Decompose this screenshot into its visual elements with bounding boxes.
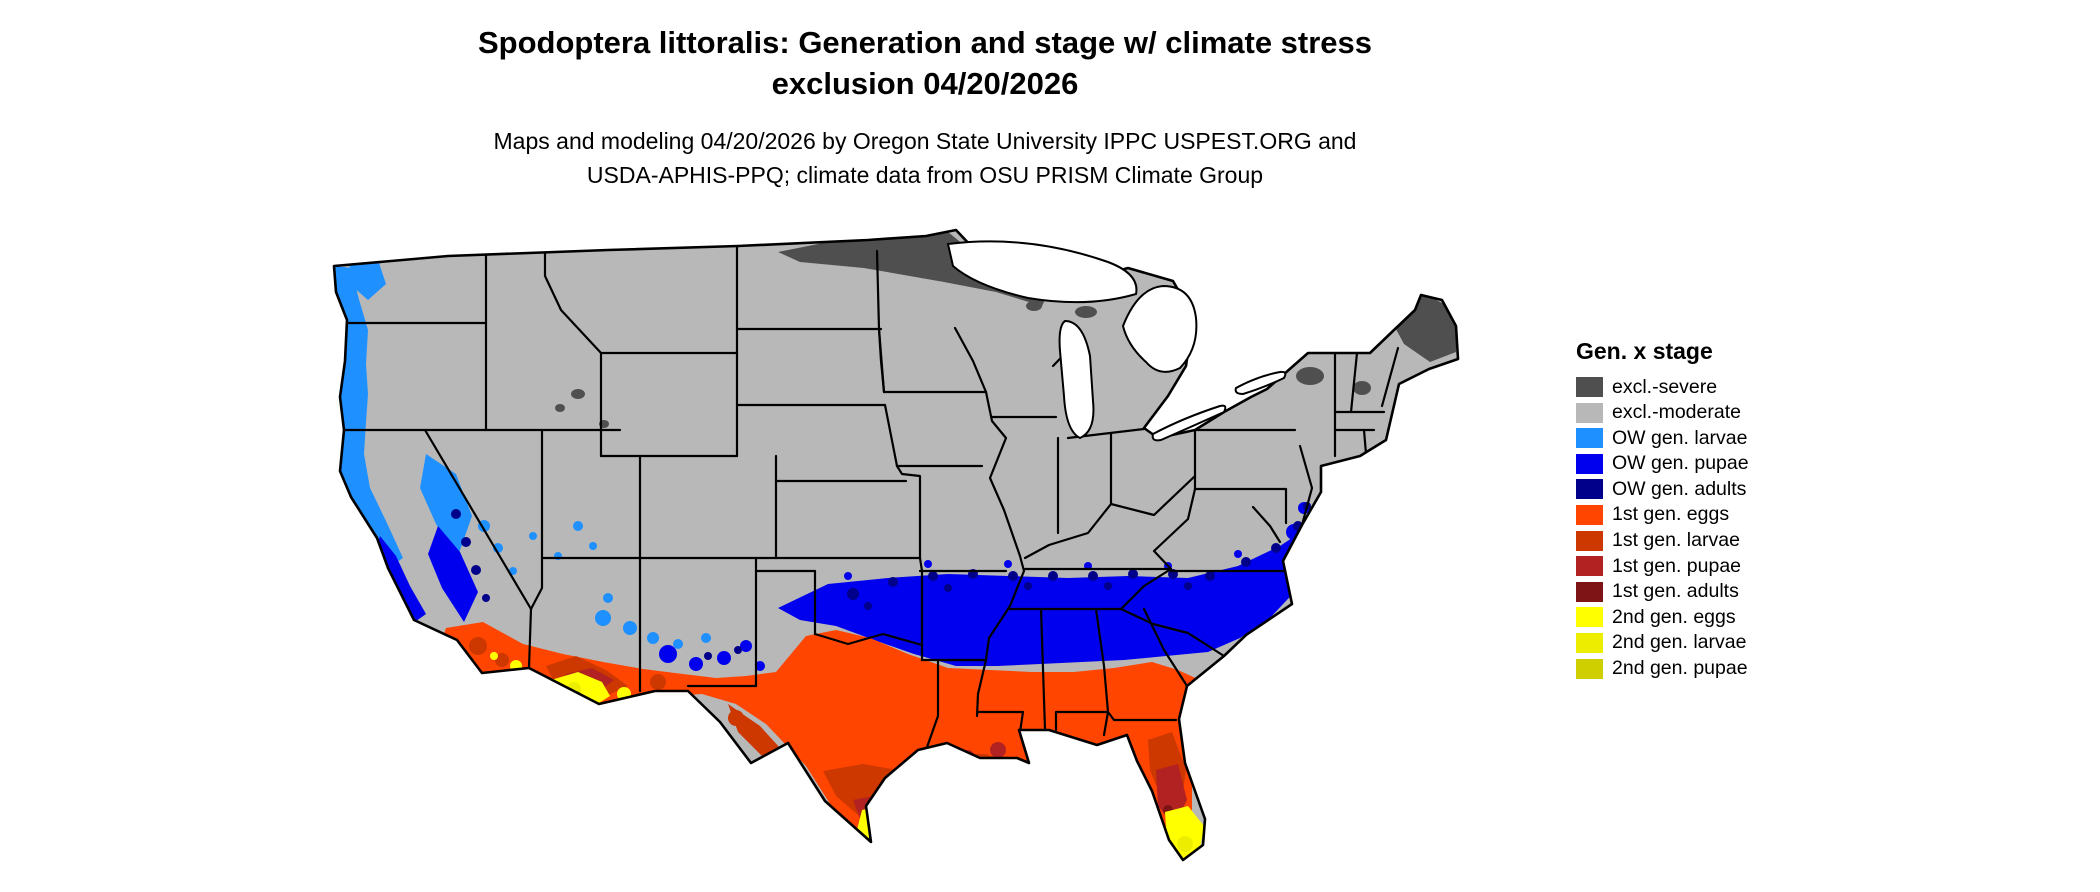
legend-item: excl.-severe: [1576, 375, 1749, 398]
legend-label: OW gen. larvae: [1612, 426, 1748, 449]
legend: Gen. x stage excl.-severe excl.-moderate…: [1576, 338, 1749, 684]
legend-item: 2nd gen. eggs: [1576, 605, 1749, 628]
state-borders: [342, 244, 1400, 752]
lake-huron: [1121, 284, 1198, 373]
legend-item: excl.-moderate: [1576, 401, 1749, 424]
legend-item: 1st gen. eggs: [1576, 503, 1749, 526]
legend-label: 2nd gen. eggs: [1612, 605, 1736, 628]
page-subtitle: Maps and modeling 04/20/2026 by Oregon S…: [494, 124, 1357, 192]
legend-swatch-2nd-pupae: [1576, 658, 1603, 679]
legend-swatch-1st-larvae: [1576, 530, 1603, 551]
us-map: [332, 228, 1460, 862]
legend-item: 1st gen. larvae: [1576, 529, 1749, 552]
legend-swatch-1st-eggs: [1576, 504, 1603, 525]
legend-item: 1st gen. adults: [1576, 580, 1749, 603]
legend-swatch-excl-severe: [1576, 377, 1603, 397]
legend-item: 2nd gen. pupae: [1576, 657, 1749, 680]
legend-swatch-2nd-larvae: [1576, 632, 1603, 653]
region-ow-gen-larvae: [334, 254, 711, 649]
legend-item: OW gen. adults: [1576, 477, 1749, 500]
legend-label: 1st gen. adults: [1612, 580, 1739, 603]
legend-label: OW gen. adults: [1612, 477, 1747, 500]
legend-swatch-excl-moderate: [1576, 402, 1603, 423]
page-title: Spodoptera littoralis: Generation and st…: [478, 22, 1372, 104]
legend-label: excl.-severe: [1612, 375, 1718, 398]
legend-label: 1st gen. pupae: [1612, 554, 1742, 577]
region-ow-gen-adults: [451, 502, 1311, 660]
page-subtitle-line1: Maps and modeling 04/20/2026 by Oregon S…: [493, 128, 1357, 154]
legend-swatch-ow-pupae: [1576, 453, 1603, 474]
page-title-line2: exclusion 04/20/2026: [771, 66, 1079, 101]
legend-swatch-ow-adults: [1576, 479, 1603, 500]
legend-item: OW gen. pupae: [1576, 452, 1749, 475]
legend-label: OW gen. pupae: [1612, 452, 1749, 475]
legend-swatch-2nd-eggs: [1576, 607, 1603, 628]
legend-label: 2nd gen. larvae: [1612, 631, 1747, 654]
legend-swatch-ow-larvae: [1576, 428, 1603, 449]
legend-label: excl.-moderate: [1612, 401, 1741, 424]
legend-swatch-1st-pupae: [1576, 556, 1603, 577]
lake-michigan: [1058, 319, 1095, 440]
legend-item: 1st gen. pupae: [1576, 554, 1749, 577]
legend-item: OW gen. larvae: [1576, 426, 1749, 449]
legend-title: Gen. x stage: [1576, 338, 1713, 364]
lake-erie: [1151, 404, 1227, 442]
legend-label: 2nd gen. pupae: [1612, 657, 1748, 680]
lake-ontario: [1234, 370, 1287, 396]
lake-superior: [946, 240, 1138, 304]
legend-swatch-1st-adults: [1576, 581, 1603, 602]
legend-label: 1st gen. eggs: [1612, 503, 1730, 526]
legend-item: 2nd gen. larvae: [1576, 631, 1749, 654]
legend-label: 1st gen. larvae: [1612, 529, 1740, 552]
page-subtitle-line2: USDA-APHIS-PPQ; climate data from OSU PR…: [586, 162, 1264, 188]
page-title-line1: Spodoptera littoralis: Generation and st…: [477, 25, 1373, 60]
great-lakes: [946, 240, 1287, 442]
